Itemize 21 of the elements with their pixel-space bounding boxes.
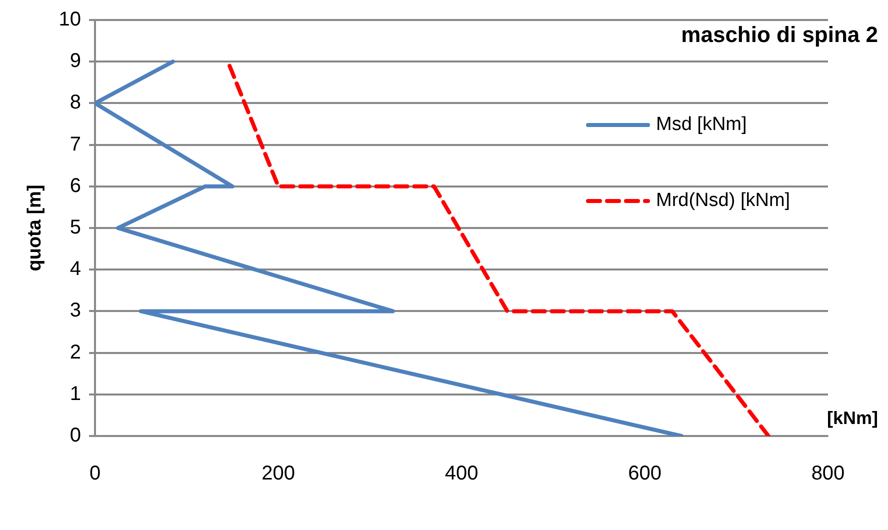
- chart-title: maschio di spina 2: [681, 22, 878, 48]
- y-tick-label: 10: [58, 8, 82, 31]
- y-tick-label: 1: [70, 382, 82, 405]
- y-tick-label: 8: [70, 92, 82, 114]
- x-tick-label: 400: [444, 462, 478, 485]
- y-tick-label: 4: [70, 258, 82, 280]
- x-axis-title: [kNm]: [826, 408, 878, 428]
- x-tick-label: 800: [811, 462, 845, 485]
- y-tick-label: 5: [70, 216, 82, 239]
- y-tick-label: 0: [70, 424, 82, 447]
- y-tick-label: 6: [70, 174, 82, 197]
- y-tick-label: 2: [70, 341, 82, 364]
- x-tick-label: 200: [262, 462, 295, 485]
- y-tick-label: 7: [70, 133, 82, 156]
- y-tick-label: 9: [70, 50, 82, 72]
- y-tick-label: 3: [70, 300, 82, 322]
- legend-label: Mrd(Nsd) [kNm]: [656, 190, 790, 212]
- legend-label: Msd [kNm]: [656, 114, 747, 136]
- x-tick-label: 0: [89, 462, 101, 485]
- y-axis-title: quota [m]: [24, 184, 46, 272]
- x-tick-label: 600: [628, 462, 662, 485]
